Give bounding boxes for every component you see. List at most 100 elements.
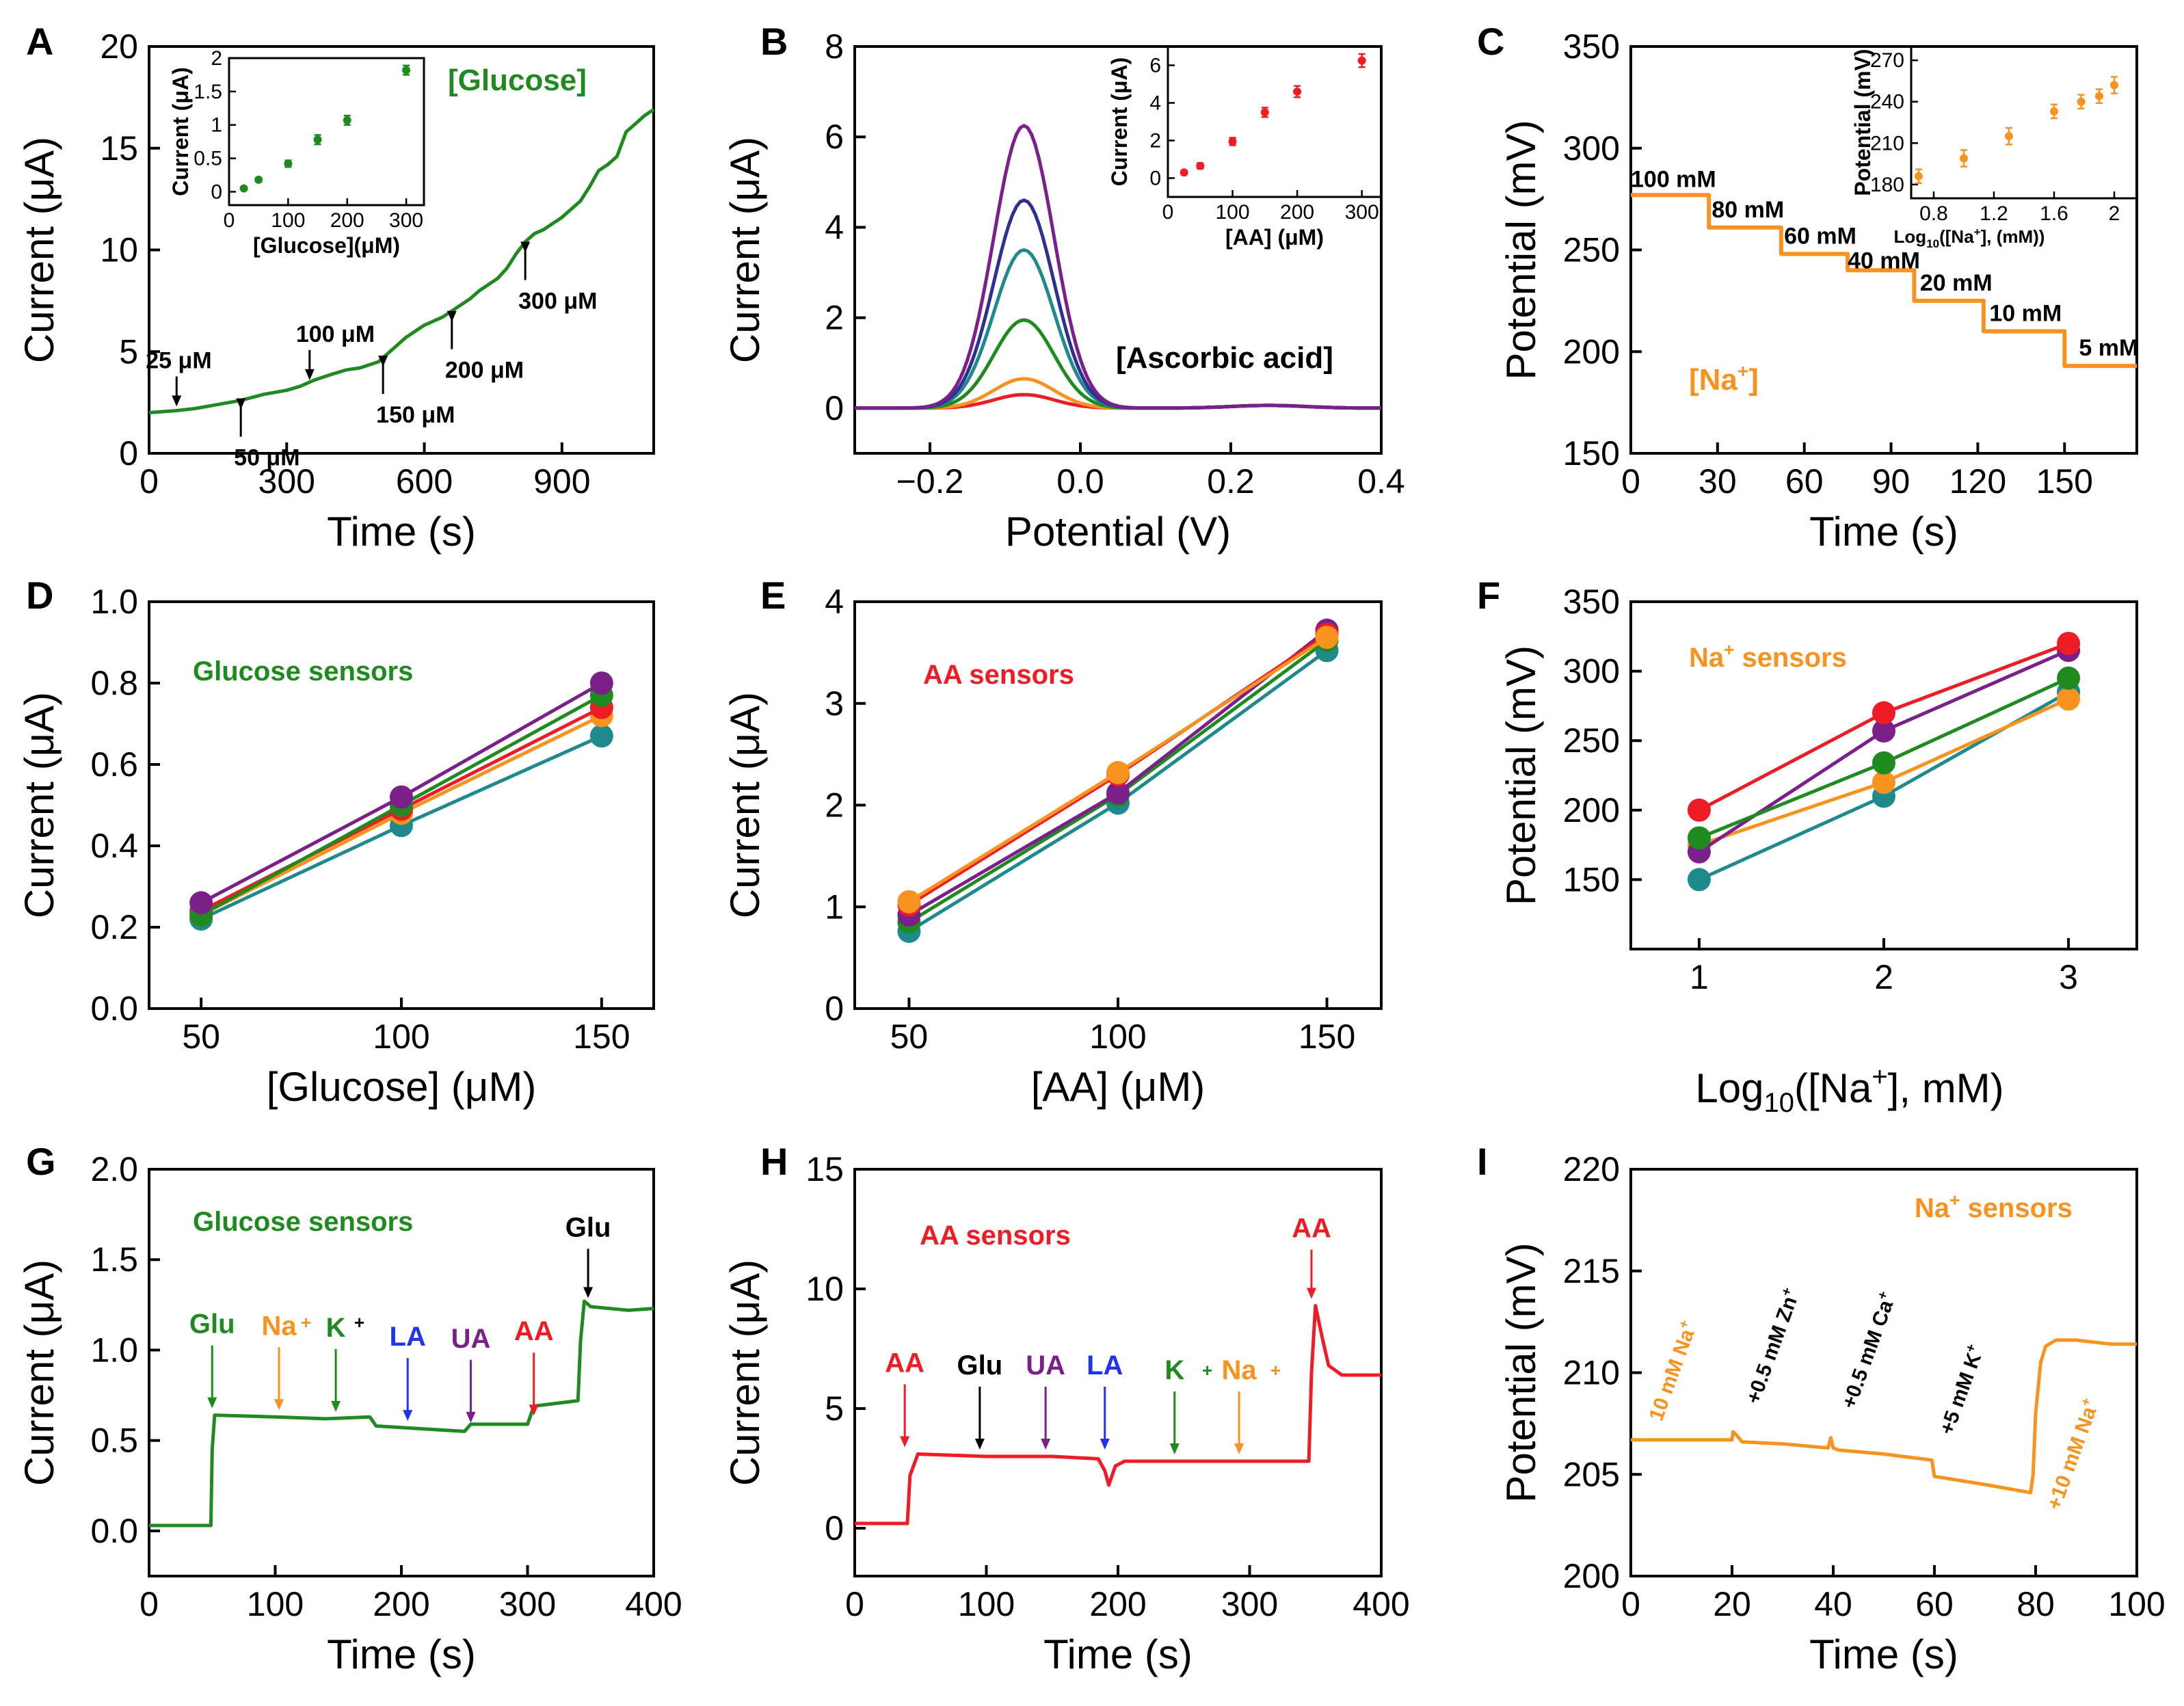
amperometric-trace — [149, 1299, 654, 1528]
arrowhead — [583, 1287, 594, 1298]
inset-point — [2095, 92, 2103, 101]
y-tick-label: 240 — [1870, 91, 1904, 114]
arrowhead — [466, 1411, 476, 1423]
x-tick-label: 0 — [224, 209, 235, 232]
inset-point — [1260, 108, 1269, 117]
y-tick-label: 0.6 — [90, 745, 138, 784]
y-tick-label: 270 — [1870, 49, 1904, 72]
inset-ylabel: Current (μA) — [1107, 57, 1132, 186]
interferent-label: AA — [1292, 1214, 1331, 1244]
inset-ylabel: Potential (mV) — [1850, 49, 1875, 196]
annotation: 10 mM — [1989, 301, 2062, 327]
x-axis-label: Time (s) — [1809, 509, 1958, 555]
arrowhead — [403, 1410, 413, 1422]
annotation: 50 μM — [234, 445, 299, 471]
x-tick-label: 150 — [2036, 462, 2093, 501]
x-tick-label: 100 — [247, 1585, 304, 1623]
x-axis-label: [Glucose] (μM) — [267, 1064, 537, 1110]
panel-label: I — [1477, 1140, 1488, 1183]
voltammogram-purple — [855, 124, 1381, 410]
x-tick-label: 0 — [139, 1585, 159, 1623]
y-tick-label: 0 — [1149, 168, 1161, 190]
axes-frame — [1910, 45, 2138, 200]
x-tick-label: 0 — [1621, 1585, 1640, 1623]
sensor-point — [1315, 626, 1339, 650]
inset-point — [254, 175, 263, 184]
y-tick-label: 1.0 — [90, 583, 138, 621]
panel-g-na-sup: + — [301, 1312, 311, 1333]
arrowhead — [236, 398, 246, 410]
inset-point — [2050, 107, 2058, 116]
y-tick-label: 215 — [1563, 1252, 1620, 1290]
axes-frame — [1629, 1168, 2138, 1577]
x-tick-label: 40 — [1814, 1585, 1852, 1623]
panel-f-legend: Na+ sensors — [1689, 639, 1847, 673]
y-tick-label: 0.0 — [90, 1512, 138, 1550]
legend: AA sensors — [923, 660, 1074, 690]
interferent-label: Glu — [565, 1212, 611, 1242]
y-tick-label: 1 — [825, 888, 844, 926]
interferent-label: AA — [514, 1316, 554, 1346]
arrowhead — [974, 1439, 985, 1450]
y-tick-label: 0.2 — [90, 908, 138, 946]
interferent-label: K — [326, 1313, 346, 1343]
inset-xlabel: [AA] (μM) — [1225, 225, 1324, 250]
y-axis-label: Potential (mV) — [1498, 645, 1544, 905]
y-tick-label: 250 — [1563, 231, 1620, 269]
axes-frame — [853, 45, 1383, 455]
y-tick-label: 4 — [1149, 92, 1161, 115]
x-tick-label: −0.2 — [896, 462, 964, 501]
sensor-point — [897, 890, 921, 914]
voltammogram-teal — [855, 248, 1381, 410]
panel-g-k-sup: + — [354, 1312, 364, 1333]
inset-point — [2005, 132, 2013, 141]
y-axis-label: Current (μA) — [722, 1259, 768, 1486]
y-tick-label: 250 — [1563, 721, 1620, 760]
x-tick-label: 100 — [271, 209, 305, 232]
x-tick-label: 200 — [1280, 201, 1314, 224]
x-tick-label: 1 — [1690, 958, 1709, 996]
panel-i-legend: Na+ sensors — [1915, 1190, 2073, 1223]
y-tick-label: 1.0 — [90, 1331, 138, 1369]
annotation: 100 μM — [296, 321, 375, 347]
arrowhead — [1041, 1439, 1051, 1450]
y-tick-label: 15 — [805, 1150, 844, 1188]
x-tick-label: 200 — [330, 209, 364, 232]
x-axis-label: Potential (V) — [1005, 509, 1231, 555]
x-tick-label: 2 — [2109, 202, 2120, 225]
inset-point — [343, 116, 351, 124]
annotation: 40 mM — [1848, 248, 1920, 274]
y-tick-label: 300 — [1563, 652, 1620, 691]
panel-i-annotation-4: +5 mM K+ — [1934, 1342, 1988, 1437]
y-tick-label: 5 — [119, 332, 138, 371]
arrowhead — [1100, 1439, 1110, 1450]
y-tick-label: 15 — [100, 129, 138, 168]
inset-point — [402, 66, 411, 75]
y-axis-label: Current (μA) — [722, 692, 768, 918]
sensor-point — [1872, 751, 1895, 775]
inset-point — [1228, 137, 1237, 146]
x-tick-label: 1.2 — [1980, 202, 2008, 225]
y-tick-label: 200 — [1563, 332, 1620, 371]
legend: Glucose sensors — [193, 656, 413, 687]
y-tick-label: 0 — [825, 989, 844, 1028]
sensor-point — [2057, 666, 2081, 690]
interferent-label: Glu — [957, 1350, 1003, 1381]
x-tick-label: 900 — [533, 462, 590, 501]
y-tick-label: 300 — [1563, 129, 1620, 168]
annotation: 300 μM — [518, 289, 597, 315]
arrowhead — [529, 1404, 539, 1416]
panel-i: I 0 20 40 60 80 100 200 205 210 215 220 Time (s) Pote… — [1477, 1140, 2166, 1677]
sensor-point — [1687, 798, 1711, 822]
interferent-label: Na — [1222, 1355, 1257, 1385]
axes-frame — [228, 57, 425, 206]
x-tick-label: 80 — [2016, 1585, 2055, 1623]
y-axis-label: Current (μA) — [16, 692, 62, 918]
panel-label: E — [760, 574, 786, 617]
y-tick-label: 200 — [1563, 1557, 1620, 1595]
sensor-point — [1687, 826, 1711, 850]
y-tick-label: 6 — [825, 118, 844, 156]
x-tick-label: 30 — [1699, 462, 1737, 501]
panel-h-k-sup: + — [1202, 1360, 1212, 1381]
